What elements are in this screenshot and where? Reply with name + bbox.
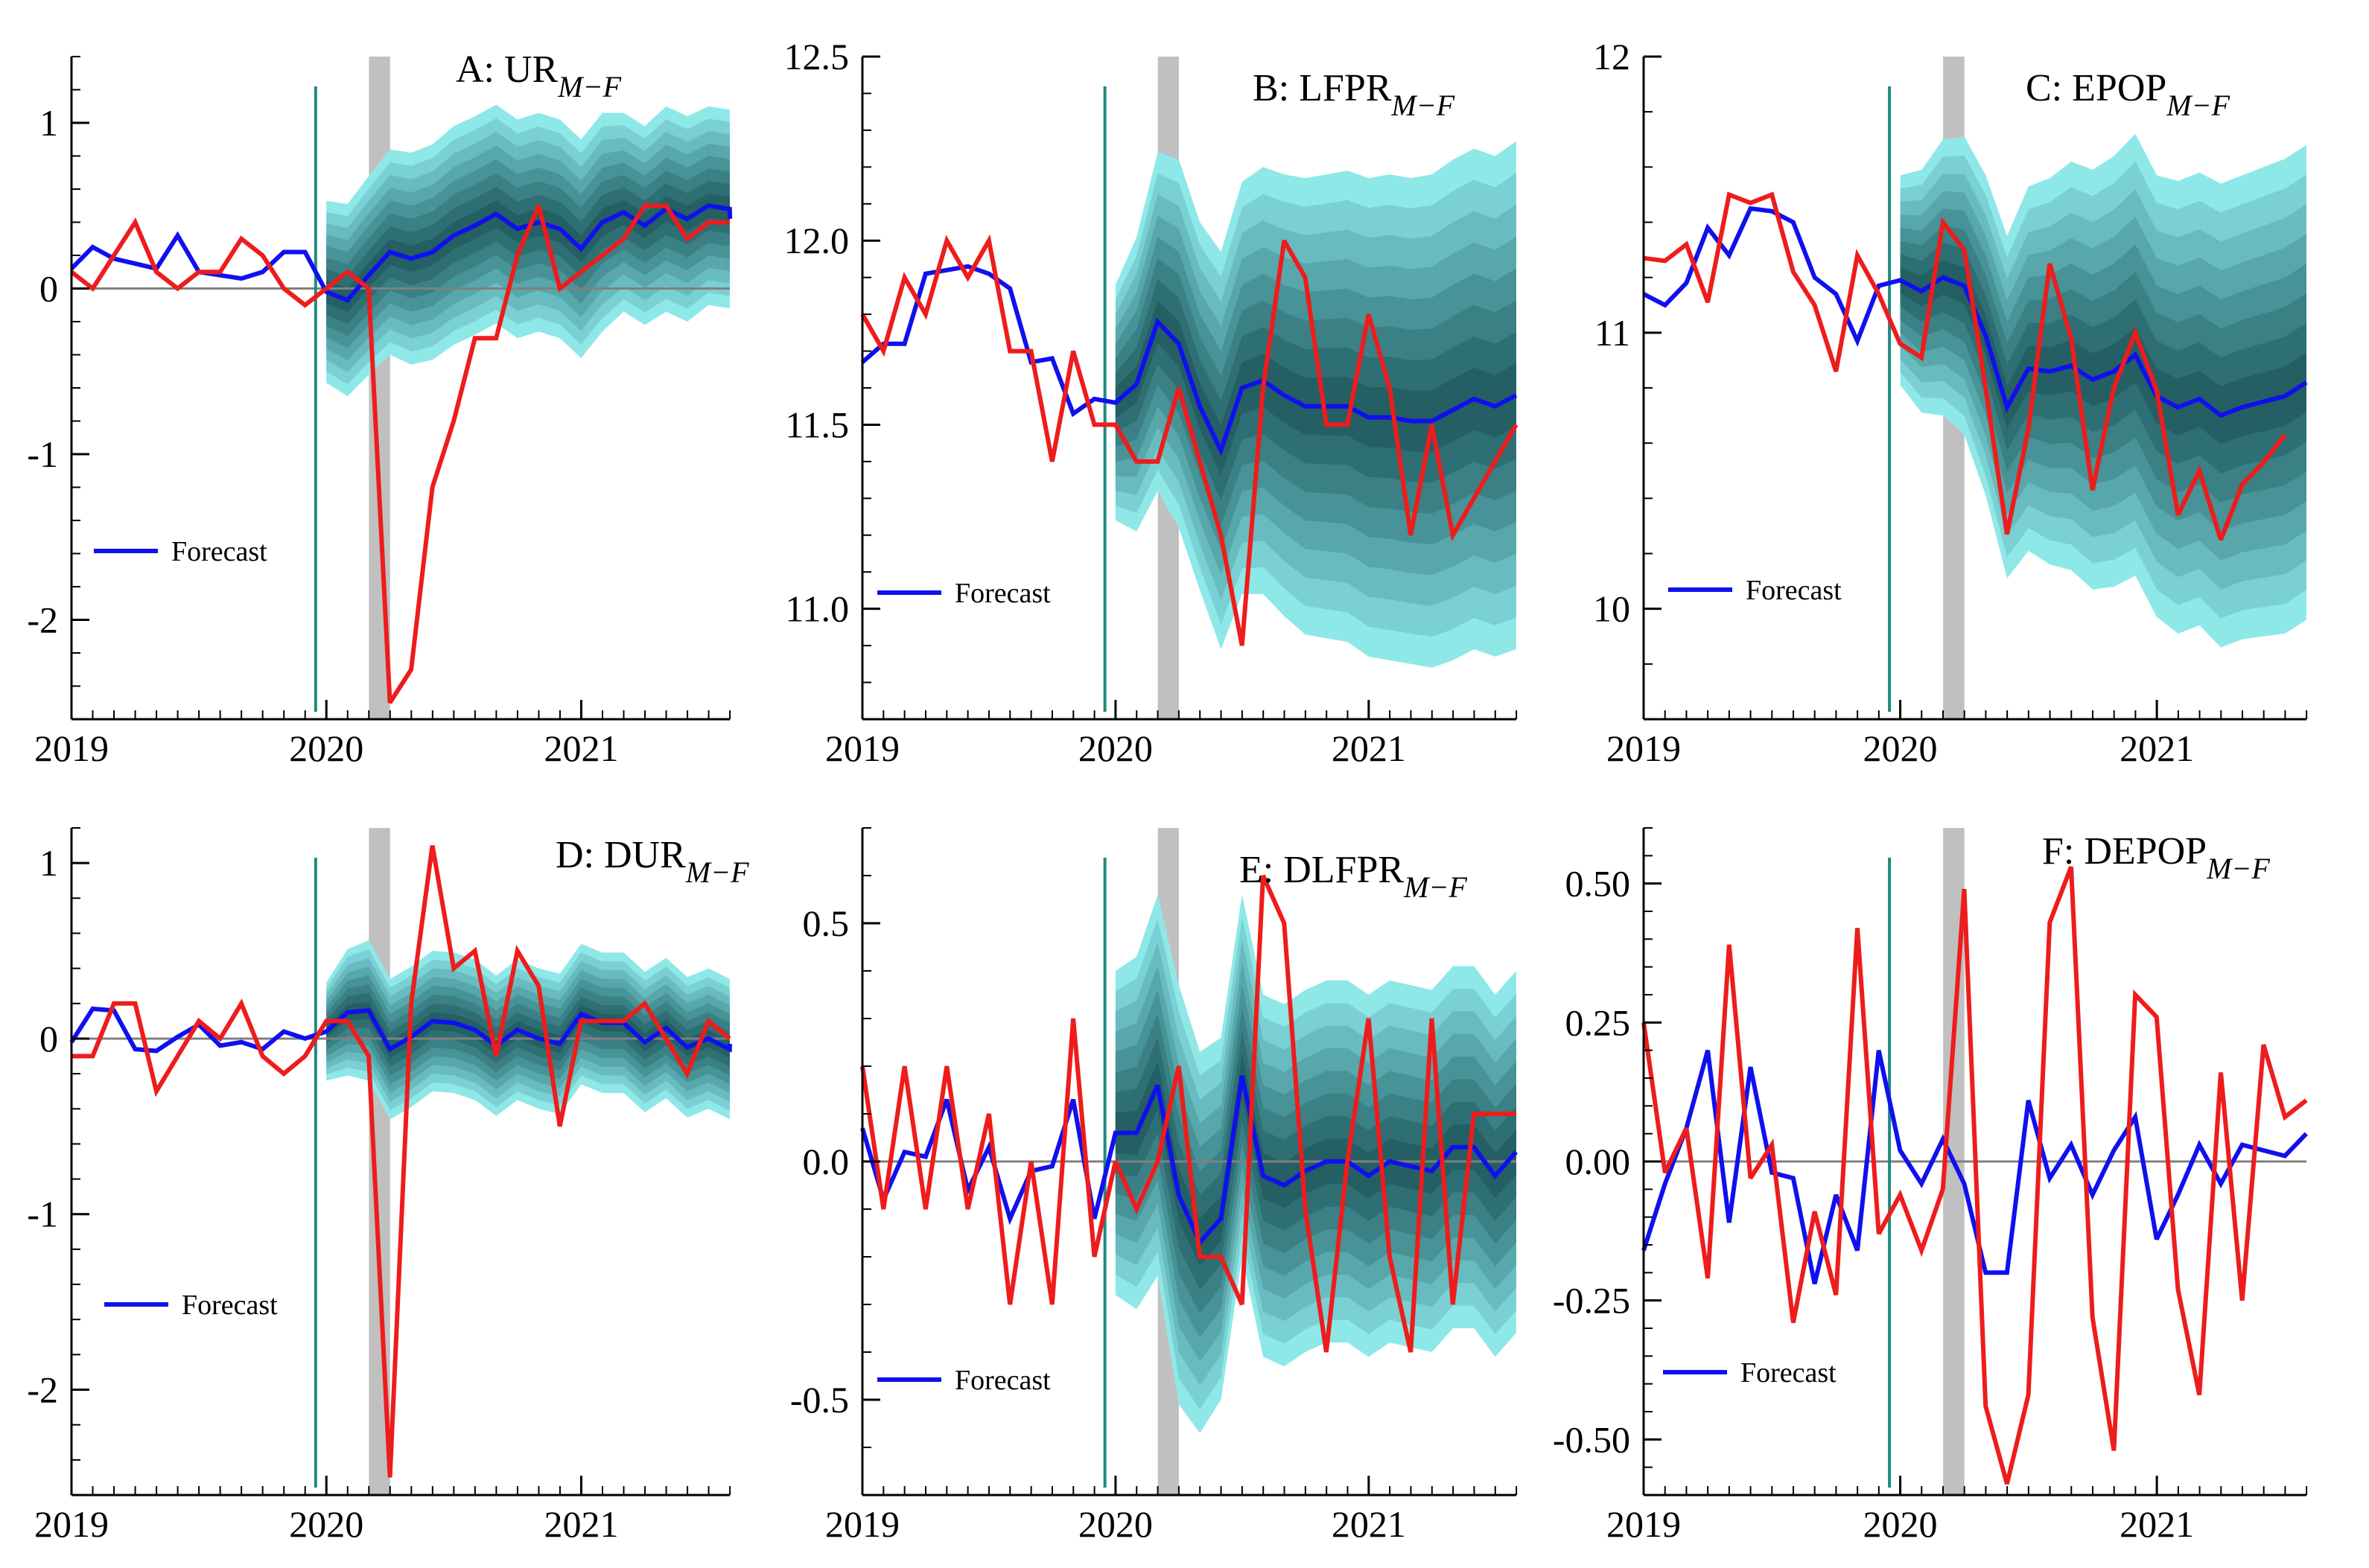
y-tick-label: 0	[39, 1018, 58, 1059]
panel-f: -0.50 -0.25 0.00 0.25 0.50 2019 2020 2021 F: DEP…	[1553, 827, 2308, 1545]
actual-line	[860, 874, 1516, 1353]
fan-band-8	[1115, 300, 1516, 476]
y-tick-label: -1	[27, 433, 58, 475]
x-tick-label: 2021	[544, 727, 618, 769]
panel-e: -0.5 0.0 0.5 2019 2020 2021 E: DLFPRM−F Forecas…	[790, 827, 1519, 1545]
actual-line	[860, 234, 1519, 646]
y-tick-label: 0.00	[1565, 1141, 1631, 1182]
y-tick-label: 10	[1593, 588, 1630, 630]
y-tick-label: 0.25	[1565, 1001, 1631, 1043]
panel-title-a: A: URM−F	[456, 48, 622, 103]
legend-label: Forecast	[955, 578, 1051, 609]
legend-label: Forecast	[1746, 575, 1842, 606]
y-tick-label: 12	[1593, 36, 1630, 77]
x-tick-label: 2019	[825, 727, 900, 769]
x-tick-label: 2020	[1078, 727, 1153, 769]
x-tick-label: 2020	[1863, 1503, 1938, 1545]
panel-title-b: B: LFPRM−F	[1253, 67, 1455, 122]
x-tick-label: 2020	[1078, 1503, 1153, 1545]
x-tick-label: 2021	[1332, 1503, 1406, 1545]
panel-b: 11.0 11.5 12.0 12.5 2019 2020 2021 B: LFPRM−F Fo…	[784, 36, 1519, 769]
panel-a: -2 -1 0 1 2019 2020 2021 A: URM−F Forecast	[27, 48, 732, 769]
y-tick-label: -1	[27, 1193, 58, 1235]
panel-c: 10 11 12 2019 2020 2021 C: EPOPM−F Forecast	[1593, 36, 2308, 769]
y-tick-label: 0.50	[1565, 863, 1631, 905]
x-tick-label: 2019	[825, 1503, 900, 1545]
actual-line	[70, 203, 730, 704]
x-tick-label: 2020	[289, 1503, 363, 1545]
panel-d: -2 -1 0 1 2019 2020 2021 D: DURM−F Forecast	[27, 827, 749, 1545]
x-tick-label: 2021	[2120, 727, 2194, 769]
y-tick-label: -2	[27, 1369, 58, 1411]
y-tick-label: -0.5	[790, 1379, 849, 1421]
y-tick-label: 1	[39, 102, 58, 144]
legend-label: Forecast	[182, 1290, 278, 1321]
legend-label: Forecast	[955, 1365, 1051, 1396]
y-tick-label: 1	[39, 842, 58, 884]
x-tick-label: 2019	[1606, 1503, 1681, 1545]
legend-label: Forecast	[171, 536, 267, 567]
legend-label: Forecast	[1740, 1357, 1837, 1389]
y-tick-label: 12.5	[784, 36, 850, 77]
fan-band-8	[326, 193, 730, 313]
fan-band-8	[326, 1001, 730, 1058]
forecast-line	[1641, 1049, 2308, 1285]
panel-title-d: D: DURM−F	[556, 834, 749, 889]
panel-title-e: E: DLFPRM−F	[1239, 849, 1467, 904]
x-tick-label: 2020	[289, 727, 363, 769]
x-tick-label: 2021	[544, 1503, 618, 1545]
x-tick-label: 2019	[1606, 727, 1681, 769]
y-tick-label: 11	[1594, 312, 1630, 354]
x-tick-label: 2021	[2120, 1503, 2194, 1545]
y-tick-label: -0.25	[1553, 1280, 1630, 1322]
fan-band-8	[1900, 260, 2306, 444]
actual-line	[1643, 191, 2287, 541]
y-tick-label: -2	[27, 599, 58, 641]
actual-line	[1641, 866, 2308, 1485]
y-tick-label: 0.0	[803, 1141, 850, 1182]
panel-title-f: F: DEPOPM−F	[2042, 830, 2270, 885]
y-tick-label: 11.0	[785, 588, 849, 630]
y-tick-label: 11.5	[785, 404, 849, 445]
x-tick-label: 2021	[1332, 727, 1406, 769]
x-tick-label: 2020	[1863, 727, 1938, 769]
x-tick-label: 2019	[34, 1503, 109, 1545]
actual-line	[71, 845, 731, 1478]
y-tick-label: 0.5	[803, 902, 850, 944]
x-tick-label: 2019	[34, 727, 109, 769]
fan-band-8	[1115, 1053, 1516, 1266]
y-tick-label: -0.50	[1553, 1418, 1630, 1460]
panel-title-c: C: EPOPM−F	[2026, 67, 2230, 122]
forecast-line	[69, 203, 732, 303]
y-tick-label: 0	[39, 268, 58, 310]
y-tick-label: 12.0	[784, 220, 850, 261]
